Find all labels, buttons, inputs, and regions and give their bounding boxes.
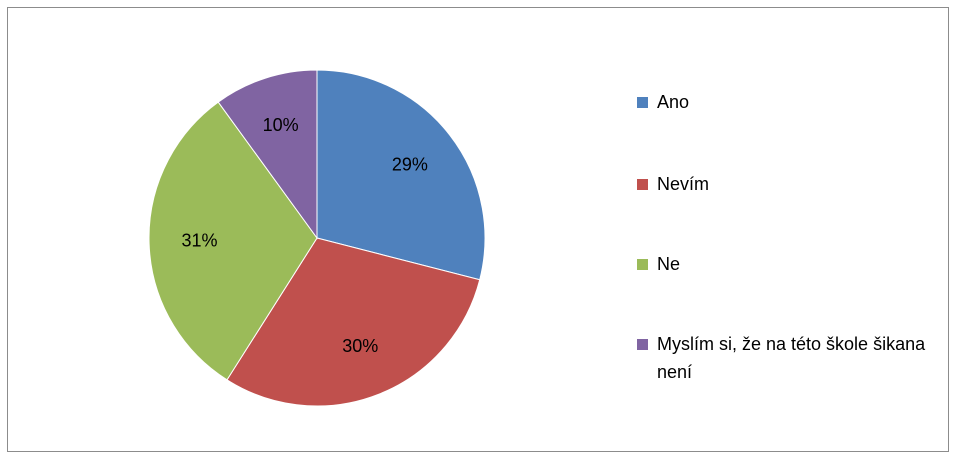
legend-label: Myslím si, že na této škole šikana není — [657, 334, 926, 382]
legend-swatch — [637, 97, 648, 108]
pie-slice — [217, 69, 318, 240]
legend-item: Myslím si, že na této škole šikana není — [637, 330, 947, 386]
pie-slice — [148, 101, 318, 381]
data-label: 29% — [392, 155, 428, 175]
pie-slice — [226, 237, 481, 407]
data-label: 10% — [263, 115, 299, 135]
legend-item: Ano — [637, 88, 947, 116]
data-label: 30% — [342, 336, 378, 356]
legend-label: Nevím — [657, 174, 710, 194]
legend-swatch — [637, 179, 648, 190]
legend-item: Nevím — [637, 170, 947, 198]
data-label: 31% — [181, 230, 217, 250]
legend-label: Ne — [657, 254, 681, 274]
legend-swatch — [637, 339, 648, 350]
legend-item: Ne — [637, 250, 947, 278]
legend-swatch — [637, 259, 648, 270]
pie-slice — [316, 69, 486, 281]
legend-label: Ano — [657, 92, 690, 112]
